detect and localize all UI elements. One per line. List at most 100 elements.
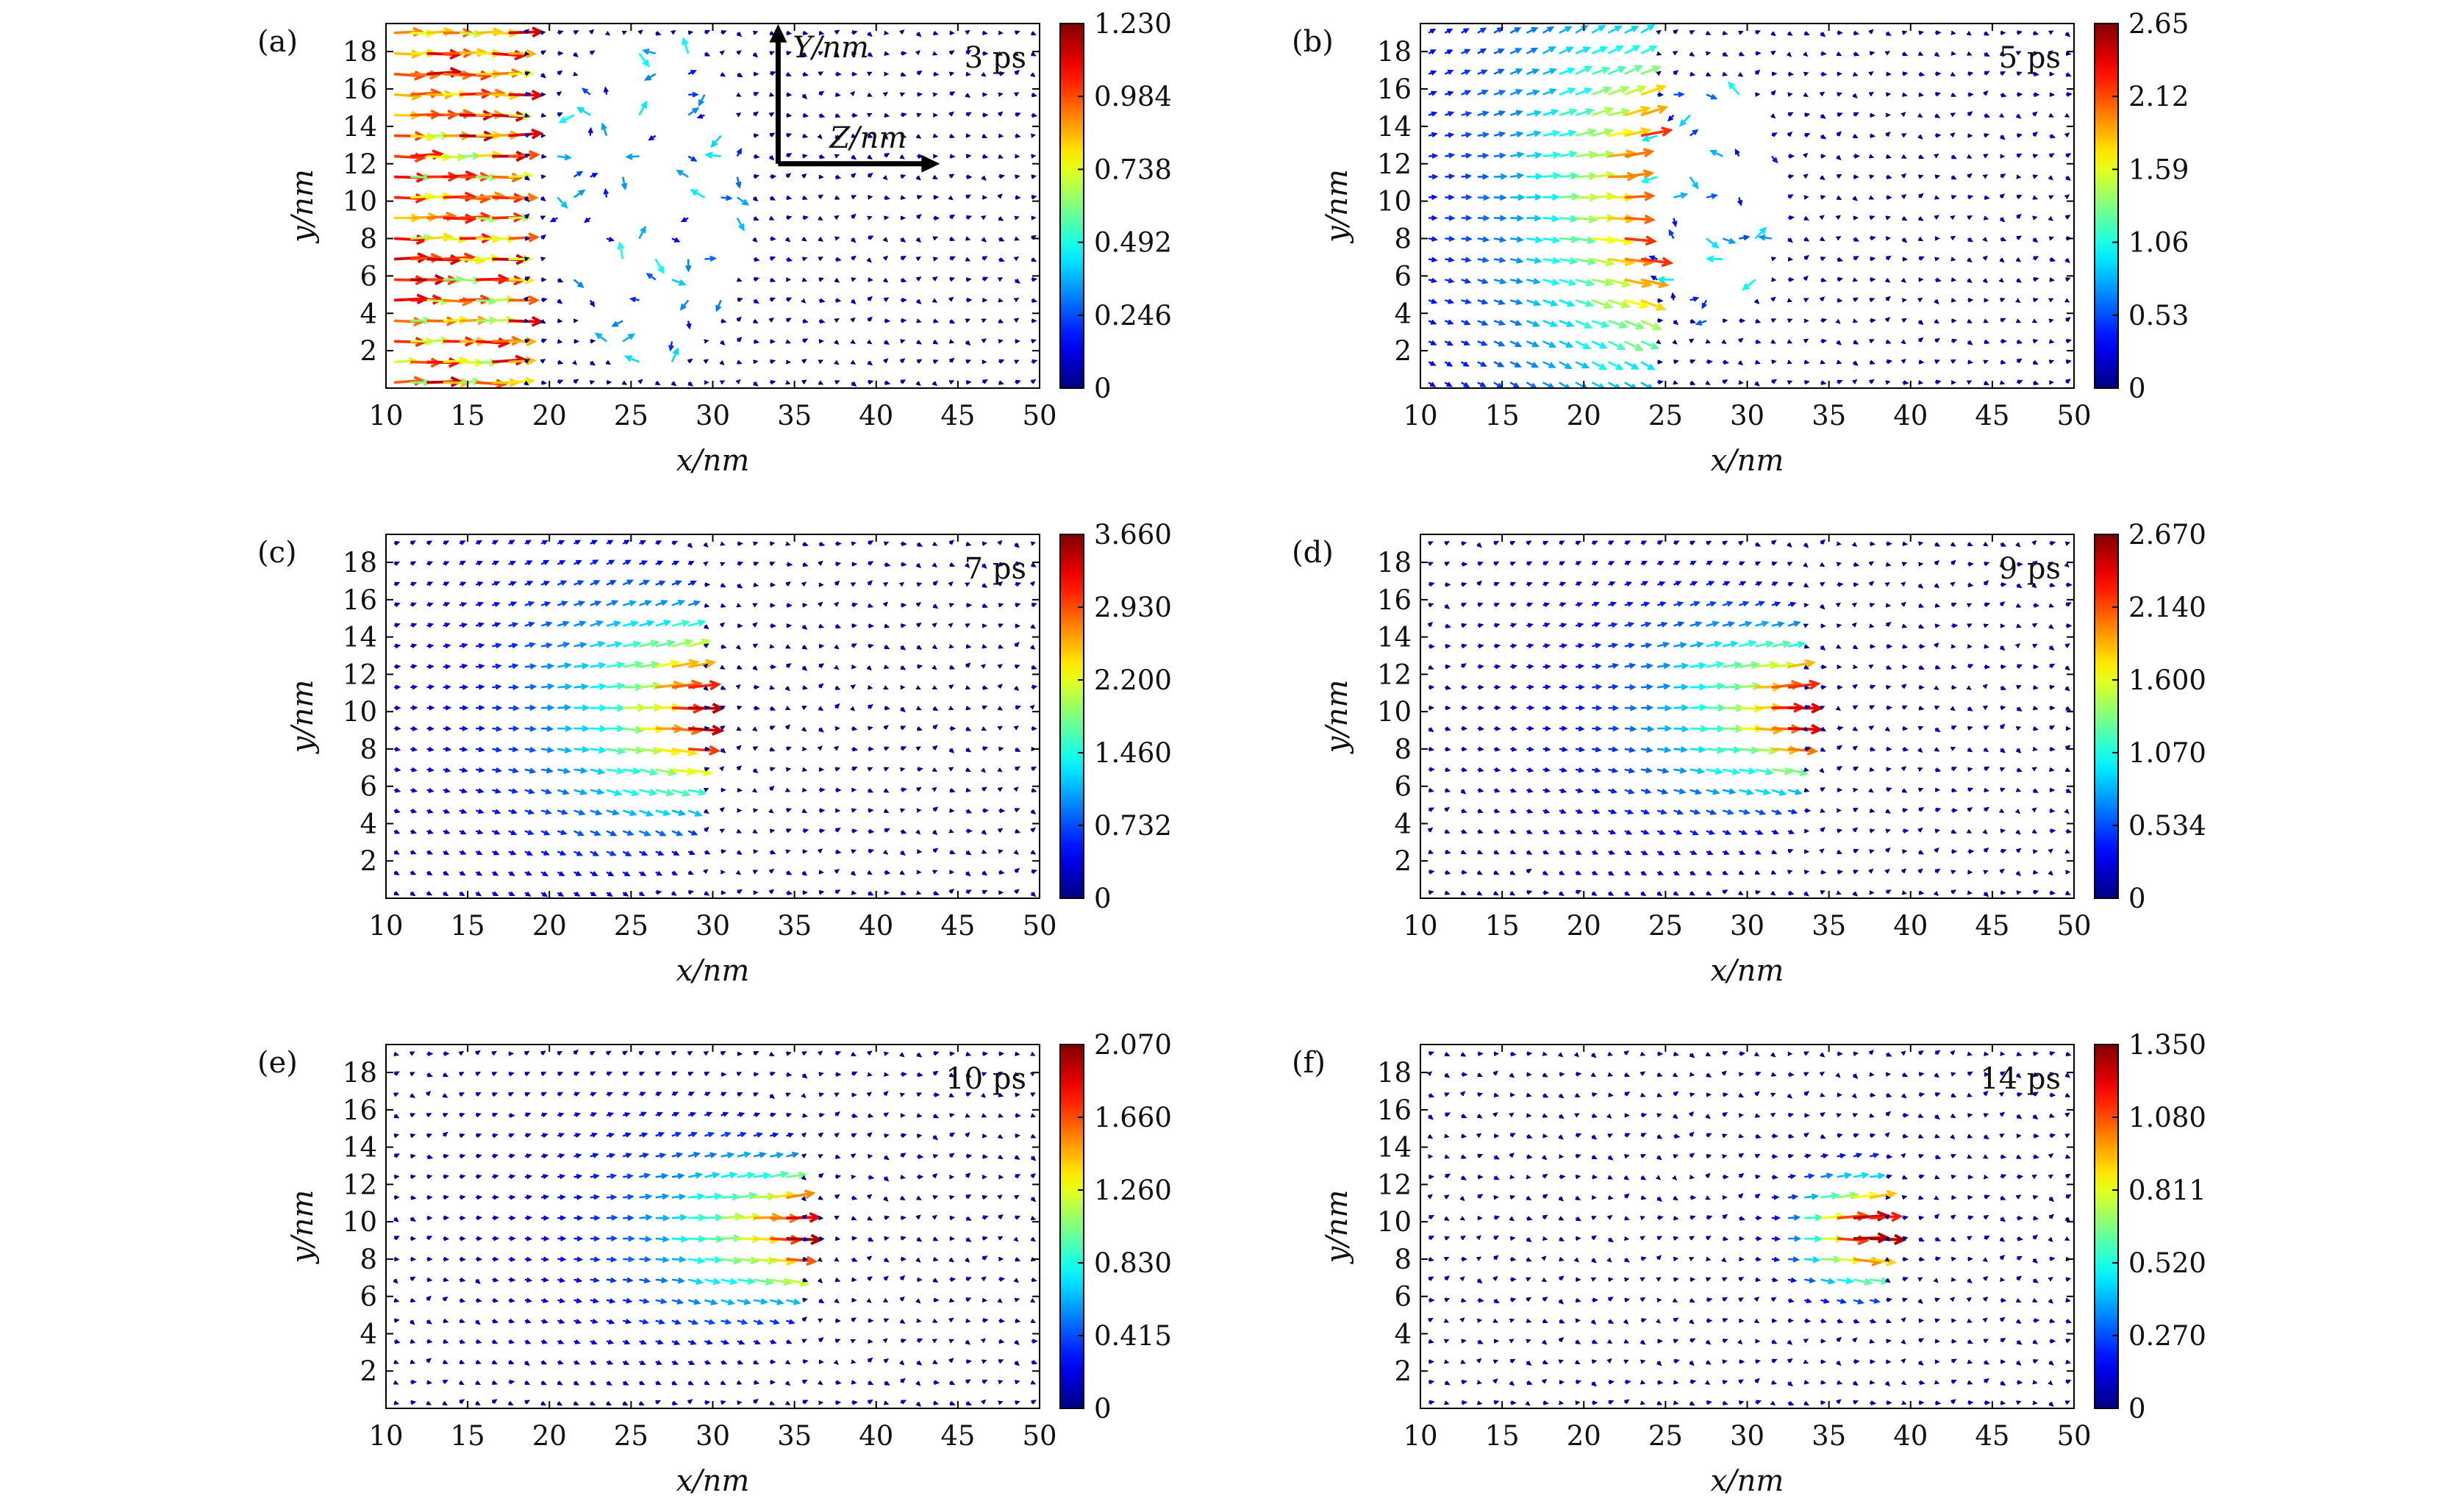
vector-arrow-head bbox=[542, 892, 548, 897]
vector-arrow-head bbox=[1716, 661, 1726, 669]
vector-arrow bbox=[655, 768, 676, 775]
vector-arrow-head bbox=[1015, 808, 1020, 813]
vector-arrow-head bbox=[737, 277, 743, 282]
vector-arrow-head bbox=[1738, 380, 1744, 385]
vector-arrow bbox=[1559, 195, 1578, 199]
vector-arrow-head bbox=[478, 684, 485, 690]
vector-arrow bbox=[1624, 150, 1652, 158]
vector-arrow-head bbox=[1756, 850, 1762, 855]
vector-arrow-head bbox=[1477, 870, 1483, 875]
vector-arrow-head bbox=[1548, 46, 1556, 53]
vector-arrow bbox=[476, 194, 503, 199]
vector-arrow-head bbox=[851, 562, 858, 567]
vector-arrow-head bbox=[737, 787, 743, 793]
vector-arrow-head bbox=[998, 339, 1004, 344]
vector-arrow-head bbox=[477, 601, 485, 607]
y-tick-label: 2 bbox=[360, 845, 377, 877]
vector-arrow-head bbox=[1837, 173, 1842, 179]
vector-arrow-head bbox=[598, 683, 607, 690]
vector-arrow-head bbox=[478, 663, 485, 670]
vector-arrow bbox=[1526, 154, 1541, 157]
vector-arrow-head bbox=[884, 112, 890, 118]
vector-arrow-head bbox=[834, 767, 841, 772]
vector-arrow-head bbox=[2048, 298, 2054, 303]
vector-arrow bbox=[671, 661, 698, 668]
vector-arrow-head bbox=[900, 379, 907, 384]
x-tick-label: 25 bbox=[614, 400, 648, 431]
vector-arrow bbox=[393, 93, 420, 98]
vector-arrow-head bbox=[1664, 725, 1673, 732]
vector-arrow bbox=[1640, 65, 1660, 76]
vector-arrow-head bbox=[1495, 767, 1501, 773]
vector-arrow bbox=[459, 215, 490, 220]
vector-arrow-head bbox=[850, 359, 857, 365]
vector-arrow-head bbox=[901, 890, 907, 895]
vector-arrow-head bbox=[650, 639, 660, 648]
vector-arrow-head bbox=[1625, 560, 1631, 566]
vector-arrow-head bbox=[698, 99, 704, 107]
vector-arrow-head bbox=[1628, 642, 1635, 649]
vector-arrow-head bbox=[1480, 361, 1487, 367]
vector-arrow-head bbox=[1515, 110, 1523, 116]
vector-arrow bbox=[1542, 217, 1558, 221]
vector-arrow-head bbox=[1601, 320, 1610, 329]
vector-arrow-head bbox=[557, 298, 563, 304]
vector-arrow-head bbox=[851, 787, 857, 792]
vector-arrow-head bbox=[932, 581, 939, 586]
vector-arrow-head bbox=[1667, 115, 1674, 122]
vector-arrow-head bbox=[1951, 30, 1956, 35]
vector-arrow-head bbox=[631, 789, 640, 797]
vector-arrow-head bbox=[1836, 215, 1842, 220]
vector-arrow-head bbox=[868, 603, 874, 608]
vector-arrow-head bbox=[1951, 112, 1956, 118]
vector-arrow-head bbox=[1500, 173, 1508, 180]
vector-arrow bbox=[1643, 135, 1658, 141]
vector-arrow-head bbox=[1015, 195, 1021, 200]
vector-arrow-head bbox=[558, 892, 565, 897]
vector-arrow-head bbox=[676, 830, 684, 836]
vector-arrow-head bbox=[1967, 318, 1973, 323]
vector-arrow-head bbox=[982, 541, 988, 546]
vector-arrow-head bbox=[965, 623, 970, 628]
vector-arrow-head bbox=[2032, 237, 2039, 243]
vector-arrow-head bbox=[1444, 562, 1451, 567]
vector-arrow-head bbox=[428, 643, 435, 649]
vector-arrow bbox=[1559, 68, 1574, 75]
vector-arrow-head bbox=[949, 133, 956, 139]
vector-arrow-head bbox=[640, 871, 647, 876]
vector-arrow-head bbox=[899, 870, 905, 875]
vector-arrow-head bbox=[1595, 684, 1603, 690]
vector-arrow-head bbox=[1531, 47, 1539, 54]
vector-arrow-head bbox=[2066, 72, 2072, 77]
vector-arrow-head bbox=[1984, 339, 1990, 344]
vector-arrow-head bbox=[737, 850, 743, 856]
vector-arrow-head bbox=[1722, 889, 1728, 895]
vector-arrow-head bbox=[1447, 90, 1454, 96]
vector-arrow-head bbox=[428, 664, 435, 670]
vector-arrow-head bbox=[1917, 297, 1923, 303]
vector-arrow-head bbox=[754, 92, 759, 97]
vector-arrow-head bbox=[1901, 318, 1907, 323]
vector-arrow-head bbox=[851, 582, 857, 587]
vector-arrow-head bbox=[1428, 541, 1434, 546]
vector-arrow-head bbox=[900, 850, 906, 856]
vector-arrow-head bbox=[1651, 342, 1660, 350]
vector-arrow-head bbox=[1516, 277, 1524, 284]
vector-arrow bbox=[1575, 320, 1591, 329]
vector-arrow-head bbox=[703, 686, 709, 691]
vector-arrow-head bbox=[617, 241, 625, 251]
x-tick-label: 50 bbox=[1022, 910, 1056, 942]
vector-arrow-head bbox=[526, 870, 533, 876]
vector-arrow-head bbox=[686, 323, 692, 330]
vector-arrow-head bbox=[1445, 870, 1451, 875]
vector-arrow-head bbox=[1462, 725, 1468, 731]
vector-arrow-head bbox=[1690, 30, 1695, 35]
vector-arrow bbox=[1640, 320, 1661, 330]
vector-arrow-head bbox=[835, 623, 842, 629]
vector-arrow-head bbox=[540, 30, 546, 35]
vector-arrow-head bbox=[1465, 298, 1473, 305]
vector-arrow bbox=[1640, 298, 1665, 310]
vector-arrow-head bbox=[1658, 92, 1665, 98]
vector-arrow-head bbox=[1511, 725, 1518, 731]
vector-arrow-head bbox=[721, 644, 727, 649]
